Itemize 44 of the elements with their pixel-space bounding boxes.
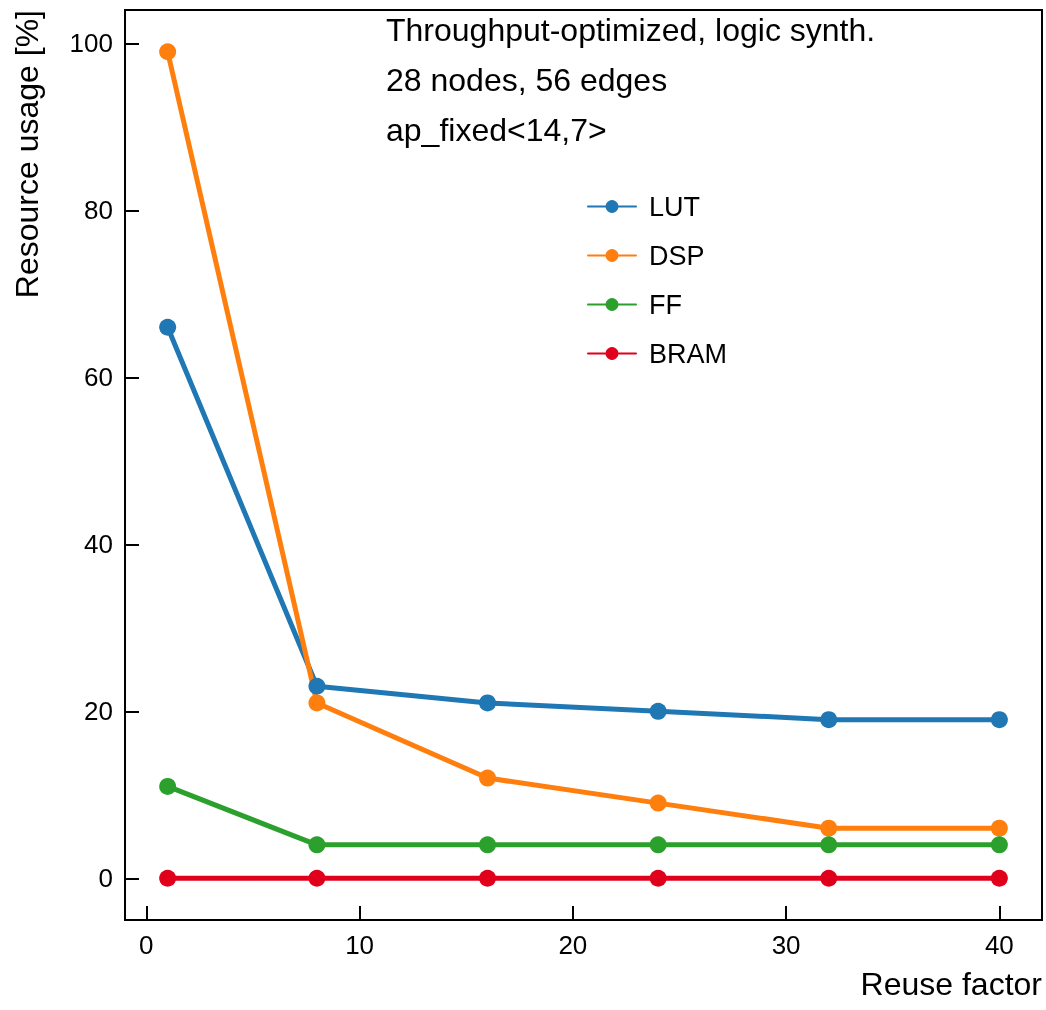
point	[479, 836, 497, 854]
point	[649, 702, 667, 720]
legend-label: FF	[649, 289, 682, 320]
point	[820, 711, 838, 729]
legend-label: LUT	[649, 191, 701, 222]
point	[159, 777, 177, 795]
x-tick-label: 20	[558, 930, 588, 960]
point	[649, 836, 667, 854]
y-tick-label: 80	[84, 195, 113, 226]
point	[990, 836, 1008, 854]
x-tick-label: 40	[984, 930, 1014, 960]
point	[820, 819, 838, 837]
point	[159, 43, 177, 61]
point	[820, 836, 838, 854]
point	[990, 711, 1008, 729]
point	[308, 836, 326, 854]
y-tick-label: 0	[98, 863, 113, 894]
point	[649, 794, 667, 812]
point	[479, 769, 497, 787]
point	[308, 694, 326, 712]
point	[159, 318, 177, 336]
point	[308, 869, 326, 887]
point	[479, 694, 497, 712]
y-axis-title: Resource usage [%]	[9, 10, 45, 299]
point	[820, 869, 838, 887]
point	[308, 677, 326, 695]
legend-label: BRAM	[649, 338, 728, 369]
point	[990, 869, 1008, 887]
annotation: ap_fixed<14,7>	[386, 112, 607, 148]
point	[479, 869, 497, 887]
y-tick-label: 100	[69, 28, 113, 59]
x-axis-title: Reuse factor	[860, 966, 1043, 1002]
legend-label: DSP	[649, 240, 705, 271]
x-tick-label: 10	[345, 930, 375, 960]
x-tick-label: 0	[139, 930, 154, 960]
y-tick-label: 40	[84, 529, 113, 560]
point	[159, 869, 177, 887]
point	[990, 819, 1008, 837]
y-tick-label: 20	[84, 696, 113, 727]
x-tick-label: 30	[771, 930, 801, 960]
annotation: Throughput-optimized, logic synth.	[386, 12, 876, 48]
annotation: 28 nodes, 56 edges	[386, 62, 668, 98]
point	[649, 869, 667, 887]
y-tick-label: 60	[84, 362, 113, 393]
